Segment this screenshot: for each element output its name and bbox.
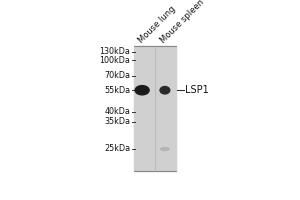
Ellipse shape — [160, 87, 170, 94]
Bar — [134, 46, 176, 171]
Text: LSP1: LSP1 — [185, 85, 209, 95]
Text: 40kDa: 40kDa — [105, 107, 130, 116]
Text: 55kDa: 55kDa — [104, 86, 130, 95]
Text: 130kDa: 130kDa — [100, 47, 130, 56]
Ellipse shape — [161, 148, 169, 151]
Text: 25kDa: 25kDa — [104, 144, 130, 153]
Text: 35kDa: 35kDa — [104, 117, 130, 126]
Ellipse shape — [135, 86, 149, 95]
Text: 70kDa: 70kDa — [104, 71, 130, 80]
Text: Mouse spleen: Mouse spleen — [159, 0, 206, 45]
Text: Mouse lung: Mouse lung — [136, 5, 177, 45]
Text: 100kDa: 100kDa — [100, 56, 130, 65]
